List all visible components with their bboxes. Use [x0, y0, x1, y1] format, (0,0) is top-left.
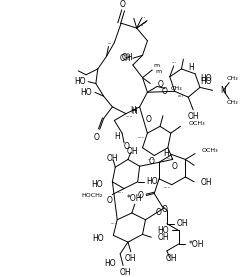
Text: HO: HO: [146, 177, 158, 186]
Text: CH₃: CH₃: [171, 86, 182, 91]
Text: .....: .....: [163, 184, 171, 189]
Text: O: O: [155, 208, 161, 217]
Text: .....: .....: [138, 134, 145, 138]
Text: O: O: [94, 132, 100, 142]
Text: OCH₃: OCH₃: [188, 121, 205, 126]
Text: HO: HO: [75, 77, 86, 86]
Text: ....: ....: [177, 92, 183, 97]
Text: ...: ...: [78, 74, 82, 79]
Text: OH: OH: [121, 53, 133, 62]
Text: O: O: [145, 115, 151, 124]
Text: O: O: [107, 196, 112, 205]
Text: *OH: *OH: [127, 194, 143, 203]
Text: ....: ....: [177, 93, 183, 98]
Text: *OH: *OH: [188, 240, 204, 248]
Text: HO: HO: [200, 77, 212, 86]
Text: HO: HO: [157, 226, 169, 235]
Text: O: O: [172, 162, 178, 171]
Text: HOCH₂: HOCH₂: [81, 193, 103, 198]
Text: OH: OH: [157, 233, 169, 242]
Text: HO: HO: [105, 259, 116, 268]
Text: OH: OH: [177, 219, 188, 228]
Text: OH: OH: [127, 147, 139, 156]
Text: OH: OH: [166, 254, 178, 263]
Text: .....: .....: [166, 155, 174, 160]
Text: m: m: [155, 69, 161, 74]
Text: ....: ....: [117, 189, 123, 194]
Text: H: H: [163, 149, 169, 158]
Text: .....: .....: [125, 113, 133, 118]
Text: N: N: [220, 86, 226, 95]
Text: OH: OH: [187, 112, 199, 121]
Text: ...: ...: [171, 59, 176, 64]
Text: OH: OH: [125, 254, 137, 263]
Text: OH: OH: [107, 154, 118, 163]
Text: O: O: [148, 157, 154, 166]
Text: ...: ...: [107, 40, 112, 45]
Text: O: O: [162, 87, 168, 96]
Text: ....: ....: [110, 220, 116, 225]
Text: .....: .....: [148, 156, 155, 161]
Text: O: O: [119, 0, 125, 9]
Text: m: m: [153, 63, 159, 68]
Text: O: O: [138, 191, 144, 200]
Text: OH: OH: [119, 268, 131, 277]
Text: CH₃: CH₃: [226, 76, 238, 81]
Text: OH: OH: [119, 54, 131, 63]
Text: O: O: [158, 80, 164, 89]
Text: HO: HO: [91, 180, 103, 189]
Text: HO: HO: [200, 74, 212, 83]
Text: HO: HO: [80, 88, 92, 97]
Text: H: H: [130, 106, 136, 115]
Text: ...: ...: [141, 14, 146, 19]
Text: OH: OH: [201, 178, 212, 187]
Text: O: O: [124, 142, 130, 151]
Text: H: H: [131, 107, 137, 116]
Text: ...: ...: [138, 22, 143, 27]
Text: HO: HO: [92, 234, 104, 243]
Text: H: H: [114, 132, 120, 140]
Text: OCH₃: OCH₃: [202, 148, 218, 153]
Text: O: O: [162, 204, 168, 214]
Text: CH₃: CH₃: [226, 101, 238, 106]
Text: H: H: [188, 63, 194, 73]
